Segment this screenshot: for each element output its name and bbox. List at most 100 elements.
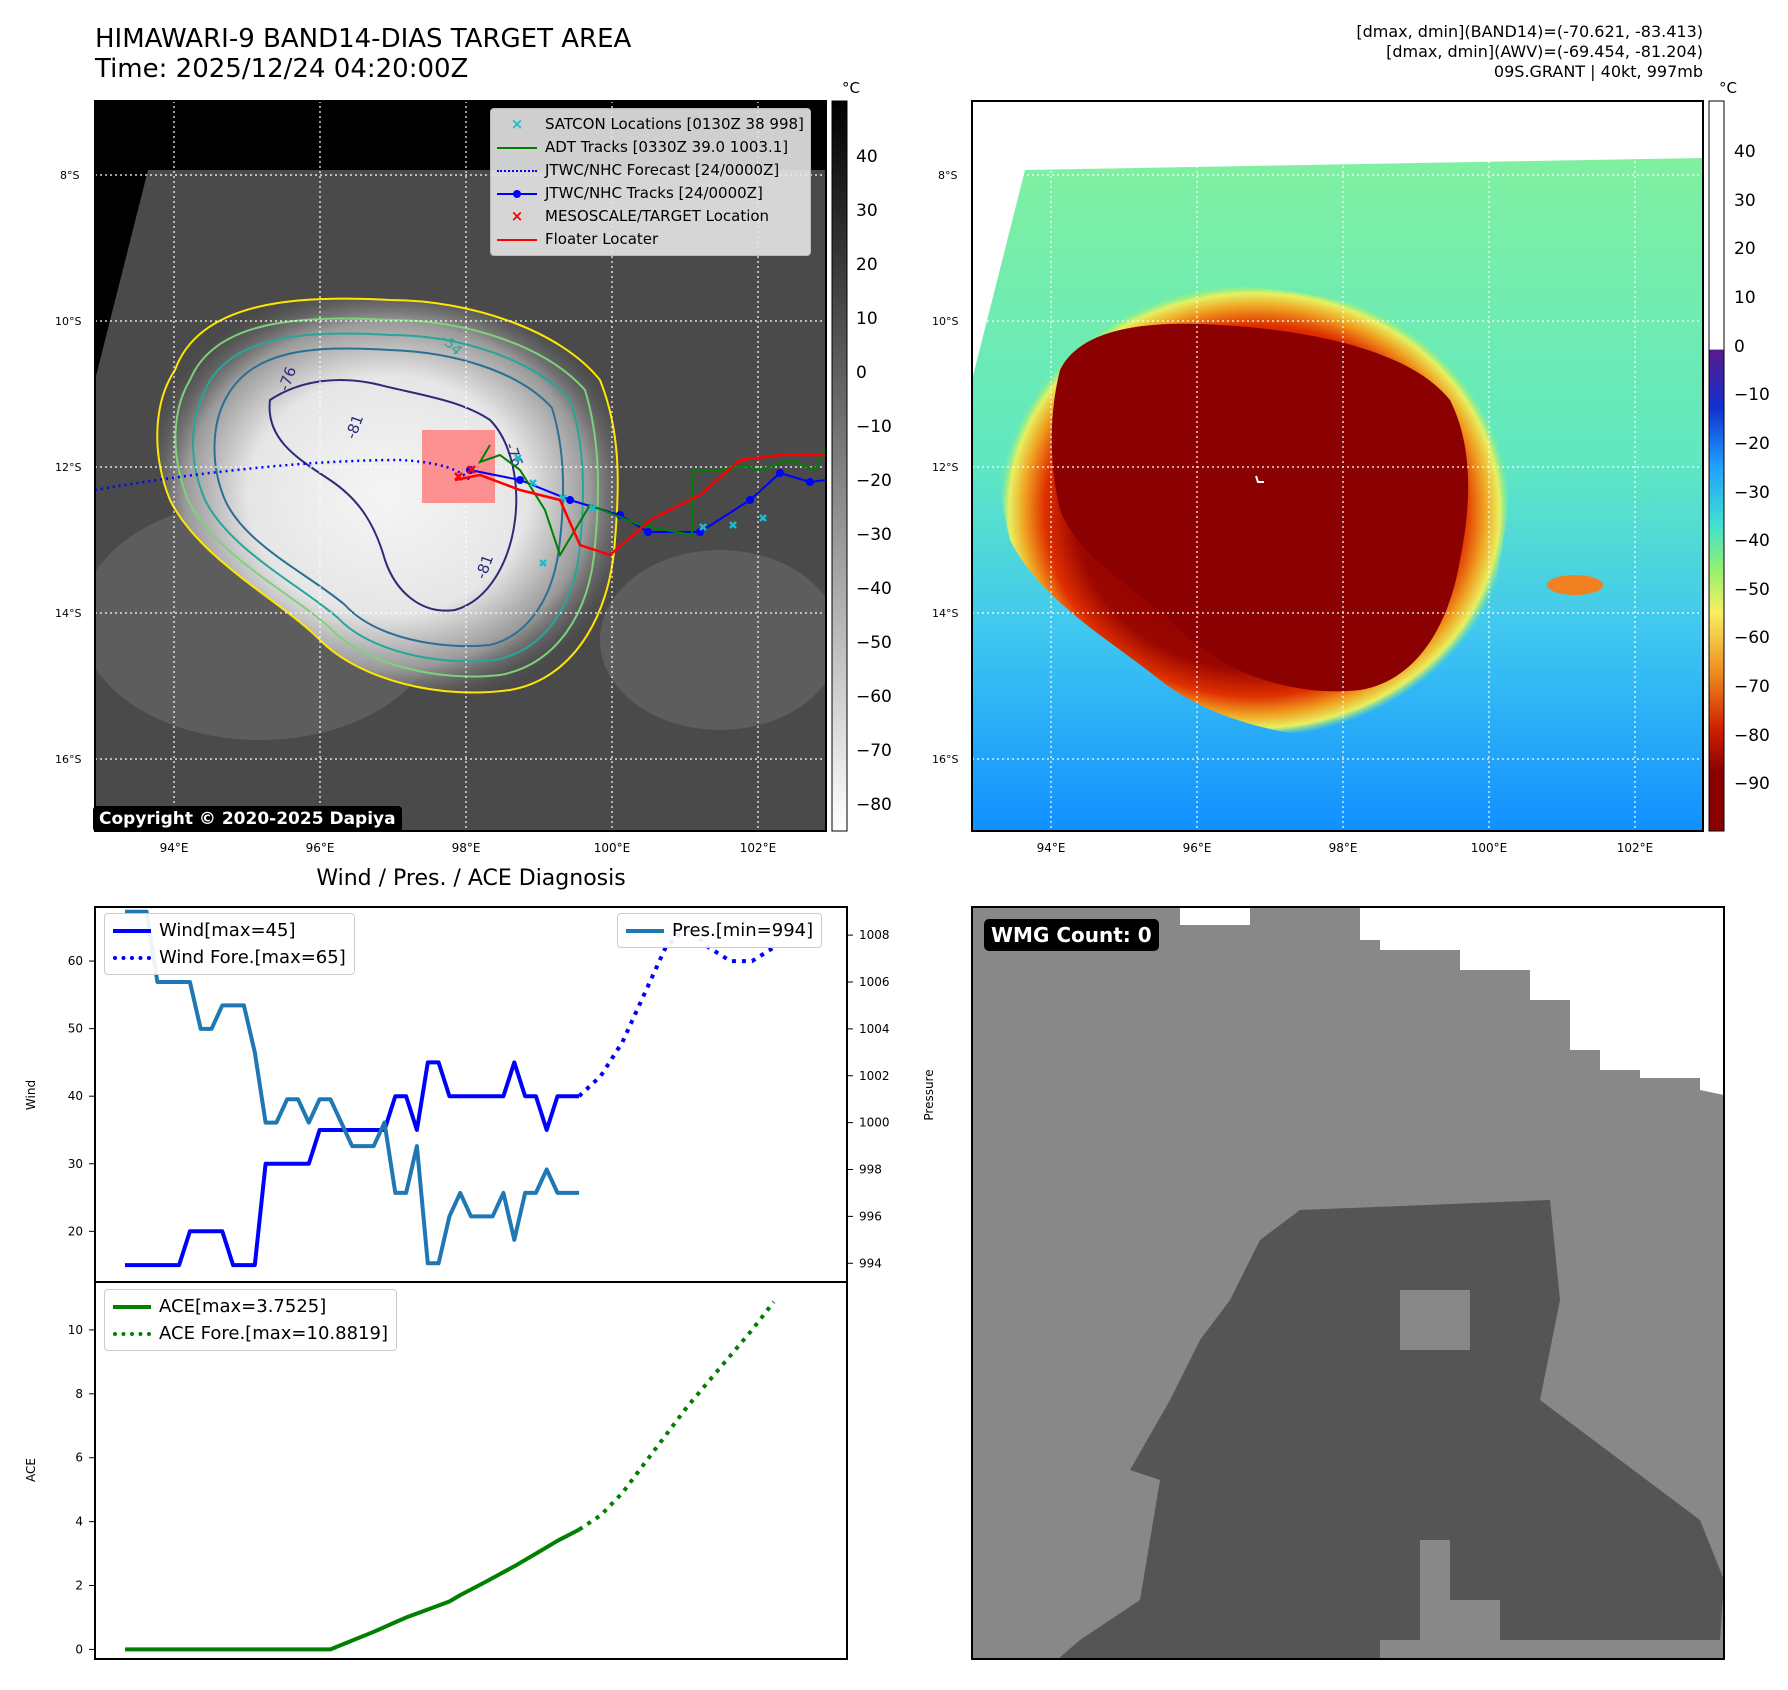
lat-tick: 16°S (932, 753, 958, 766)
wmg-count-badge: WMG Count: 0 (984, 919, 1159, 951)
colorbar-tick: 20 (856, 255, 878, 275)
legend-label: Pres.[min=994] (672, 920, 814, 941)
y-tick-label: 4 (75, 1515, 83, 1529)
line-marker-icon (113, 928, 151, 933)
title-time: Time: 2025/12/24 04:20:00Z (95, 54, 469, 84)
lon-tick: 96°E (1183, 841, 1212, 855)
colorbar-tick: −60 (1734, 628, 1770, 648)
lat-tick: 12°S (932, 461, 958, 474)
y-tick-label: 60 (68, 954, 83, 968)
legend-wind: Wind[max=45] (113, 917, 346, 944)
cloud-shield (157, 298, 618, 693)
figure-title: HIMAWARI-9 BAND14-DIAS TARGET AREA Time:… (95, 24, 631, 84)
lon-tick: 94°E (1037, 841, 1066, 855)
colorbar-tick: −40 (856, 579, 892, 599)
y-right-tick-label: 1000 (859, 1116, 890, 1130)
lon-tick: 98°E (452, 841, 481, 855)
colorbar-tick: 0 (856, 363, 867, 383)
y-tick-label: 10 (68, 1323, 83, 1337)
y-right-tick-label: 1008 (859, 928, 890, 942)
lat-tick: 10°S (55, 315, 81, 328)
legend-label: MESOSCALE/TARGET Location (545, 207, 770, 225)
y-tick-label: 2 (75, 1579, 83, 1593)
color-map-gridlines (972, 101, 1703, 831)
colorbar-tick: 30 (1734, 191, 1756, 211)
contour-blue (213, 347, 565, 648)
dotted-line-icon (113, 955, 151, 960)
pressure-legend: Pres.[min=994] (617, 913, 823, 948)
colorbar-tick: −20 (1734, 434, 1770, 454)
colorbar-tick: −50 (856, 633, 892, 653)
x-marker-icon: × (510, 207, 524, 225)
legend-label: JTWC/NHC Forecast [24/0000Z] (545, 161, 780, 179)
lat-tick: 12°S (55, 461, 81, 474)
lat-tick: 16°S (55, 753, 81, 766)
contour-lightgreen (174, 317, 599, 678)
y-tick-label: 0 (75, 1642, 83, 1656)
series-line-ace-fore- (577, 1300, 776, 1532)
colorbar-tick: −30 (856, 525, 892, 545)
lat-tick: 14°S (55, 607, 81, 620)
ir-map-lon-labels: 94°E 96°E 98°E 100°E 102°E (160, 841, 777, 855)
ir-colorbar (831, 100, 848, 832)
cold-cloud-inner (1051, 323, 1469, 692)
legend-pressure: Pres.[min=994] (626, 917, 813, 944)
ir-cloud-patch (600, 550, 826, 730)
colorbar-tick: −30 (1734, 483, 1770, 503)
y-right-tick-label: 994 (859, 1256, 882, 1270)
colorbar-tick: 40 (1734, 142, 1756, 162)
wind-axis-label: Wind (24, 1080, 38, 1110)
colorbar-tick: −40 (1734, 531, 1770, 551)
lat-tick: 8°S (60, 169, 79, 182)
ace-legend: ACE[max=3.7525] ACE Fore.[max=10.8819] (104, 1289, 397, 1351)
pressure-axis-label: Pressure (922, 1069, 936, 1120)
legend-wind-forecast: Wind Fore.[max=65] (113, 944, 346, 971)
lon-tick: 100°E (1471, 841, 1508, 855)
y-right-tick-label: 1002 (859, 1069, 890, 1083)
legend-label: JTWC/NHC Tracks [24/0000Z] (545, 184, 763, 202)
legend-mesoscale: × MESOSCALE/TARGET Location (497, 205, 804, 228)
colorbar-tick: 30 (856, 201, 878, 221)
legend-ace-forecast: ACE Fore.[max=10.8819] (113, 1320, 388, 1347)
legend-label: Floater Locater (545, 230, 659, 248)
y-right-tick-label: 1006 (859, 975, 890, 989)
legend-ace: ACE[max=3.7525] (113, 1293, 388, 1320)
y-tick-label: 30 (68, 1157, 83, 1171)
wmg-panel (972, 907, 1724, 1659)
legend-label: Wind Fore.[max=65] (159, 947, 346, 968)
y-tick-label: 8 (75, 1387, 83, 1401)
figure-info: [dmax, dmin](BAND14)=(-70.621, -83.413) … (1356, 22, 1703, 82)
lon-tick: 98°E (1329, 841, 1358, 855)
ir-map-frame (94, 100, 827, 832)
lon-tick: 94°E (160, 841, 189, 855)
color-map-lat-labels: 8°S 10°S 12°S 14°S 16°S (932, 169, 958, 766)
floater-track (454, 453, 826, 557)
lat-tick: 14°S (932, 607, 958, 620)
wmg-frame (971, 906, 1725, 1660)
satcon-locations (514, 454, 767, 567)
legend-label: ACE Fore.[max=10.8819] (159, 1323, 388, 1344)
line-marker-icon (113, 1304, 151, 1309)
wind-legend: Wind[max=45] Wind Fore.[max=65] (104, 913, 355, 975)
cold-cloud-patch (1547, 575, 1603, 595)
colorbar-tick: −10 (1734, 385, 1770, 405)
wmg-dense-region (1058, 1200, 1724, 1659)
series-line-ace (125, 1527, 581, 1652)
lon-tick: 96°E (306, 841, 335, 855)
target-area-box (422, 430, 495, 503)
adt-track (477, 444, 826, 558)
copyright-badge: Copyright © 2020-2025 Dapiya (93, 806, 402, 832)
jtwc-forecast-track (95, 458, 471, 492)
legend-label: ADT Tracks [0330Z 39.0 1003.1] (545, 138, 789, 156)
colorbar-tick: 0 (1734, 337, 1745, 357)
y-tick-label: 50 (68, 1022, 83, 1036)
legend-adt: ADT Tracks [0330Z 39.0 1003.1] (497, 136, 804, 159)
line-marker-icon (626, 928, 664, 933)
color-map-lon-labels: 94°E 96°E 98°E 100°E 102°E (1037, 841, 1654, 855)
series-line-pres- (125, 909, 580, 1266)
storm-center-marker (1255, 475, 1264, 483)
lon-tick: 102°E (740, 841, 777, 855)
y-right-tick-label: 1004 (859, 1022, 890, 1036)
mesoscale-target-locations (454, 465, 476, 481)
